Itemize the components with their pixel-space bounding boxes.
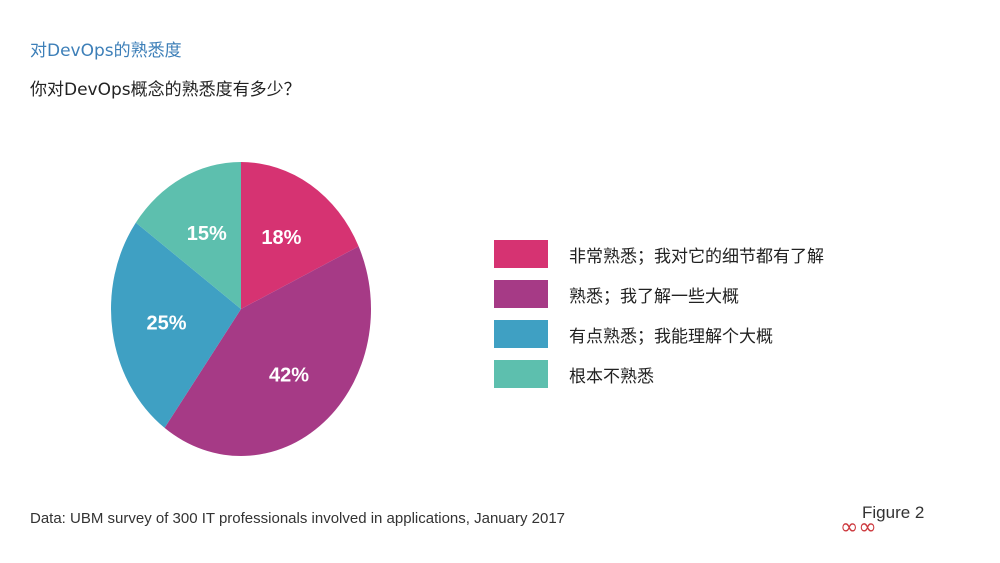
watermark-logo: ∞∞ [840,515,877,540]
slice-label: 42% [269,365,309,387]
legend-label: 根本不熟悉 [569,366,654,387]
legend-label: 有点熟悉；我能理解个大概 [569,326,773,347]
pie-slice [135,162,241,309]
legend-item: 非常熟悉；我对它的细节都有了解 [494,234,824,274]
pie-slice [164,246,371,456]
legend-swatch [494,360,548,388]
legend-swatch [494,240,548,268]
source-note: Data: UBM survey of 300 IT professionals… [30,510,566,527]
legend-label: 非常熟悉；我对它的细节都有了解 [569,246,824,267]
pie-slice [241,162,359,309]
legend-swatch [494,320,548,348]
slice-label: 18% [261,227,301,249]
page-title: 对DevOps的熟悉度 [30,41,182,61]
legend-item: 有点熟悉；我能理解个大概 [494,314,824,354]
legend-item: 熟悉；我了解一些大概 [494,274,824,314]
figure-label: Figure 2 [862,503,925,522]
slice-label: 15% [187,223,227,245]
pie-slice [111,222,241,428]
chart-subtitle: 你对DevOps概念的熟悉度有多少？ [30,80,301,100]
legend-swatch [494,280,548,308]
legend-item: 根本不熟悉 [494,354,824,394]
legend: 非常熟悉；我对它的细节都有了解 熟悉；我了解一些大概有点熟悉；我能理解个大概 根本不… [494,234,824,394]
legend-label: 熟悉；我了解一些大概 [569,286,739,307]
slice-label: 25% [147,312,187,334]
